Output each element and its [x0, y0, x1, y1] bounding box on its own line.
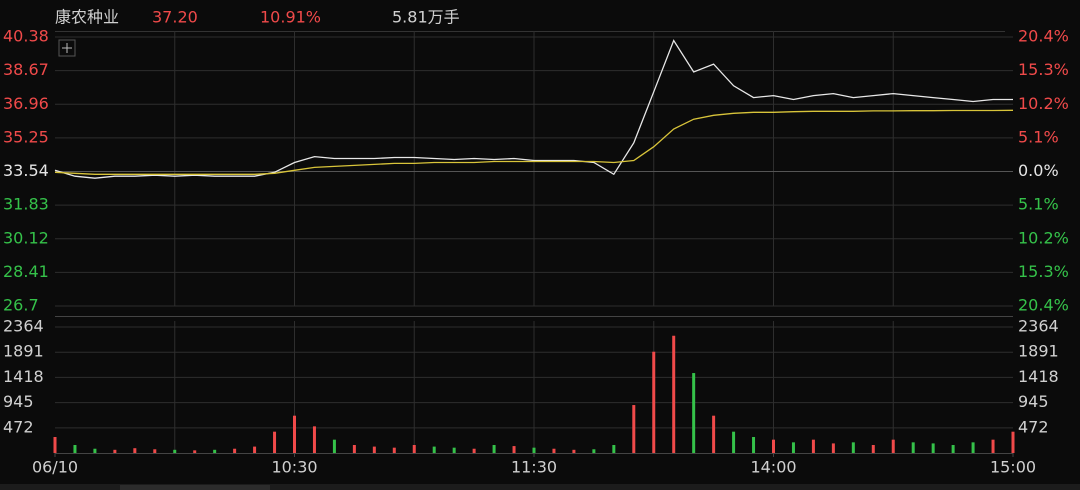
x-tick-label: 15:00: [990, 458, 1036, 477]
volume-bar: [113, 449, 117, 453]
y-tick-label: 26.7: [3, 296, 39, 315]
volume-bar: [233, 448, 237, 453]
y-tick-label: 1891: [3, 342, 44, 361]
y-tick-label: 30.12: [3, 228, 49, 247]
y2-tick-label: 15.3%: [1018, 262, 1069, 281]
y-tick-label: 2364: [3, 317, 44, 336]
volume-bar: [73, 445, 77, 453]
y-tick-label: 38.67: [3, 60, 49, 79]
y-tick-label: 33.54: [3, 161, 49, 180]
y-tick-label: 36.96: [3, 94, 49, 113]
volume-bar: [492, 445, 496, 453]
y2-tick-label: 10.2%: [1018, 94, 1069, 113]
y2-tick-label: 5.1%: [1018, 127, 1059, 146]
volume-bar: [472, 448, 476, 453]
y2-tick-label: 0.0%: [1018, 161, 1059, 180]
y-tick-label: 945: [3, 392, 34, 411]
volume-bar: [352, 445, 356, 453]
volume-bar: [951, 445, 955, 453]
panel-divider: [55, 316, 1013, 317]
volume-bar: [712, 415, 716, 453]
crosshair-icon: [62, 43, 72, 53]
x-tick-label: 14:00: [750, 458, 796, 477]
x-tick-label: 11:30: [511, 458, 557, 477]
y2-tick-label: 1891: [1018, 342, 1059, 361]
stock-name: 康农种业: [55, 8, 119, 27]
volume-bar: [372, 446, 376, 453]
volume-bar: [93, 448, 97, 453]
volume-bar: [911, 442, 915, 453]
volume-bar: [312, 426, 316, 453]
volume-bar: [871, 445, 875, 453]
price-line: [54, 39, 1013, 179]
y2-tick-label: 945: [1018, 392, 1049, 411]
y-tick-label: 40.38: [3, 27, 49, 46]
volume-bar: [971, 442, 975, 453]
volume-bar: [432, 446, 436, 453]
y2-tick-label: 5.1%: [1018, 195, 1059, 214]
volume-bar: [811, 439, 815, 453]
volume-bar: [632, 405, 636, 453]
volume-bar: [791, 442, 795, 453]
volume-bar: [173, 449, 177, 453]
y2-tick-label: 20.4%: [1018, 296, 1069, 315]
volume-bar: [133, 448, 137, 453]
x-tick-label: 06/10: [32, 458, 78, 477]
y2-tick-label: 472: [1018, 417, 1049, 436]
volume-bar: [831, 443, 835, 453]
volume-bar: [672, 335, 676, 453]
volume-bar: [772, 439, 775, 453]
y-tick-label: 1418: [3, 367, 44, 386]
volume-bar: [652, 351, 656, 453]
volume-bar: [53, 437, 57, 453]
price-line: [54, 109, 1014, 175]
y2-tick-label: 15.3%: [1018, 60, 1069, 79]
scroll-thumb[interactable]: [120, 485, 270, 490]
volume-bar: [891, 439, 895, 453]
volume-bar: [612, 445, 616, 453]
y2-tick-label: 2364: [1018, 317, 1059, 336]
y2-tick-label: 1418: [1018, 367, 1059, 386]
panel-top: [55, 31, 1005, 32]
stock-change: 10.91%: [260, 8, 321, 27]
y-tick-label: 28.41: [3, 262, 49, 281]
volume-bar: [851, 442, 855, 453]
volume-bar: [732, 431, 736, 453]
y2-tick-label: 10.2%: [1018, 228, 1069, 247]
volume-bar: [931, 443, 935, 453]
y2-tick-label: 20.4%: [1018, 27, 1069, 46]
scroll-track: [0, 484, 1080, 490]
volume-bar: [991, 439, 995, 453]
y-tick-label: 472: [3, 417, 34, 436]
volume-bar: [532, 447, 536, 453]
volume-bar: [452, 447, 456, 453]
volume-bar: [253, 446, 257, 453]
volume-bar: [193, 450, 197, 453]
volume-bar: [692, 373, 696, 453]
volume-bar: [412, 445, 416, 453]
volume-bar: [1011, 431, 1015, 453]
volume-bar: [332, 439, 336, 453]
y-tick-label: 31.83: [3, 195, 49, 214]
y-tick-label: 35.25: [3, 127, 49, 146]
stock-volume: 5.81万手: [392, 8, 460, 27]
x-tick-label: 10:30: [271, 458, 317, 477]
volume-bar: [752, 437, 756, 453]
volume-bar: [293, 415, 296, 453]
volume-bar: [512, 446, 516, 453]
volume-bar: [552, 448, 556, 453]
volume-bar: [592, 449, 596, 453]
volume-bar: [392, 447, 396, 453]
volume-bar: [572, 449, 576, 453]
volume-bar: [153, 449, 157, 453]
volume-bar: [273, 431, 277, 453]
volume-bar: [213, 449, 217, 453]
stock-price: 37.20: [152, 8, 198, 27]
crosshair-toggle[interactable]: [58, 39, 76, 57]
